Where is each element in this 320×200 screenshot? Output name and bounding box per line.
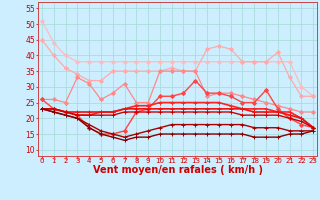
X-axis label: Vent moyen/en rafales ( km/h ): Vent moyen/en rafales ( km/h ) [92,165,263,175]
